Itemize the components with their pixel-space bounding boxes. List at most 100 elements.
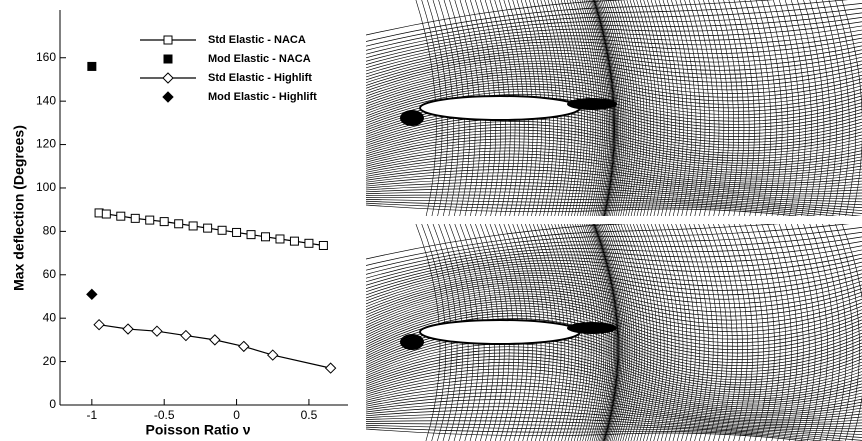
airfoil bbox=[419, 319, 581, 345]
mesh-line bbox=[366, 269, 862, 308]
mesh-line bbox=[629, 0, 651, 216]
mesh-line bbox=[662, 0, 684, 216]
legend-marker bbox=[163, 35, 173, 45]
mesh-line bbox=[615, 224, 640, 441]
mesh-line bbox=[744, 224, 770, 441]
airfoil bbox=[567, 98, 617, 110]
mesh-line bbox=[744, 0, 766, 216]
mesh-line bbox=[615, 0, 637, 216]
mesh-line bbox=[598, 0, 620, 216]
mesh-line bbox=[366, 249, 862, 293]
mesh-line bbox=[708, 0, 730, 216]
mesh-line bbox=[662, 224, 688, 441]
mesh-line bbox=[587, 0, 609, 216]
mesh-line bbox=[723, 224, 748, 441]
mesh-line bbox=[835, 0, 857, 216]
mesh-line bbox=[620, 224, 646, 441]
mesh-line bbox=[366, 172, 862, 193]
mesh-line bbox=[599, 224, 625, 441]
mesh-line bbox=[784, 0, 806, 216]
mesh-line bbox=[585, 224, 611, 441]
mesh-line bbox=[698, 0, 720, 216]
mesh-line bbox=[366, 253, 862, 296]
mesh-line bbox=[797, 0, 819, 216]
marker bbox=[324, 362, 337, 374]
mesh-line bbox=[684, 0, 706, 216]
mesh-line bbox=[366, 121, 862, 154]
mesh-line bbox=[650, 0, 672, 216]
mesh-line bbox=[778, 224, 804, 441]
y-tick-label: 100 bbox=[36, 180, 56, 194]
mesh-line bbox=[650, 224, 676, 441]
mesh-line bbox=[366, 76, 862, 110]
mesh-line bbox=[797, 224, 822, 441]
legend-label: Mod Elastic - NACA bbox=[208, 53, 311, 65]
mesh-line bbox=[366, 0, 629, 36]
mesh-line bbox=[688, 224, 714, 441]
mesh-line bbox=[366, 284, 862, 324]
mesh-line bbox=[733, 224, 759, 441]
mesh-line bbox=[803, 0, 825, 216]
mesh-line bbox=[723, 0, 745, 216]
mesh-line bbox=[713, 224, 738, 441]
mesh-line bbox=[589, 224, 614, 441]
mesh-line bbox=[778, 0, 800, 216]
mesh-line bbox=[761, 0, 783, 216]
mesh-line bbox=[822, 0, 844, 216]
marker bbox=[289, 236, 299, 246]
mesh-line bbox=[366, 56, 862, 92]
airfoil bbox=[419, 95, 581, 121]
mesh-line bbox=[596, 0, 618, 216]
mesh-line bbox=[790, 0, 812, 216]
marker bbox=[232, 227, 242, 237]
mesh-line bbox=[366, 352, 862, 398]
mesh-line bbox=[601, 0, 623, 216]
mesh-line bbox=[593, 0, 615, 216]
mesh-line bbox=[636, 224, 662, 441]
mesh-line bbox=[366, 115, 862, 149]
mesh-line bbox=[366, 346, 862, 393]
marker bbox=[267, 349, 279, 361]
mesh-line bbox=[366, 286, 862, 326]
mesh-line bbox=[693, 224, 719, 441]
marker bbox=[209, 334, 221, 346]
x-tick-label: 0 bbox=[233, 408, 240, 422]
mesh-line bbox=[815, 224, 841, 441]
mesh-line bbox=[366, 224, 780, 266]
mesh-line bbox=[809, 0, 831, 216]
mesh-line bbox=[594, 0, 616, 216]
mesh-line bbox=[366, 199, 862, 216]
mesh-line bbox=[703, 0, 725, 216]
mesh-line bbox=[366, 147, 862, 176]
mesh-line bbox=[366, 182, 862, 200]
mesh-line bbox=[366, 112, 862, 146]
mesh-line bbox=[693, 0, 715, 216]
mesh-line bbox=[366, 169, 862, 190]
legend-marker bbox=[163, 54, 173, 64]
legend-label: Std Elastic - Highlift bbox=[208, 72, 312, 84]
mesh-line bbox=[581, 224, 607, 441]
mesh-line bbox=[620, 0, 642, 216]
mesh-line bbox=[366, 41, 862, 81]
mesh-line bbox=[595, 224, 621, 441]
mesh-line bbox=[739, 224, 764, 441]
mesh-line bbox=[366, 368, 862, 408]
mesh-line bbox=[728, 0, 750, 216]
mesh-line bbox=[671, 0, 693, 216]
mesh-line bbox=[603, 224, 629, 441]
mesh-line bbox=[590, 0, 612, 216]
mesh-line bbox=[626, 224, 652, 441]
y-tick-label: 60 bbox=[43, 267, 57, 281]
mesh-line bbox=[698, 224, 723, 441]
mesh-line bbox=[366, 413, 862, 433]
mesh-line bbox=[366, 3, 862, 51]
mesh-line bbox=[366, 144, 862, 173]
airfoil bbox=[400, 110, 424, 126]
mesh-line bbox=[835, 224, 860, 441]
airfoil bbox=[567, 322, 617, 334]
marker bbox=[246, 230, 256, 240]
mesh-line bbox=[366, 63, 862, 97]
mesh-line bbox=[767, 0, 789, 216]
mesh-line bbox=[623, 0, 645, 216]
mesh-line bbox=[607, 224, 633, 441]
